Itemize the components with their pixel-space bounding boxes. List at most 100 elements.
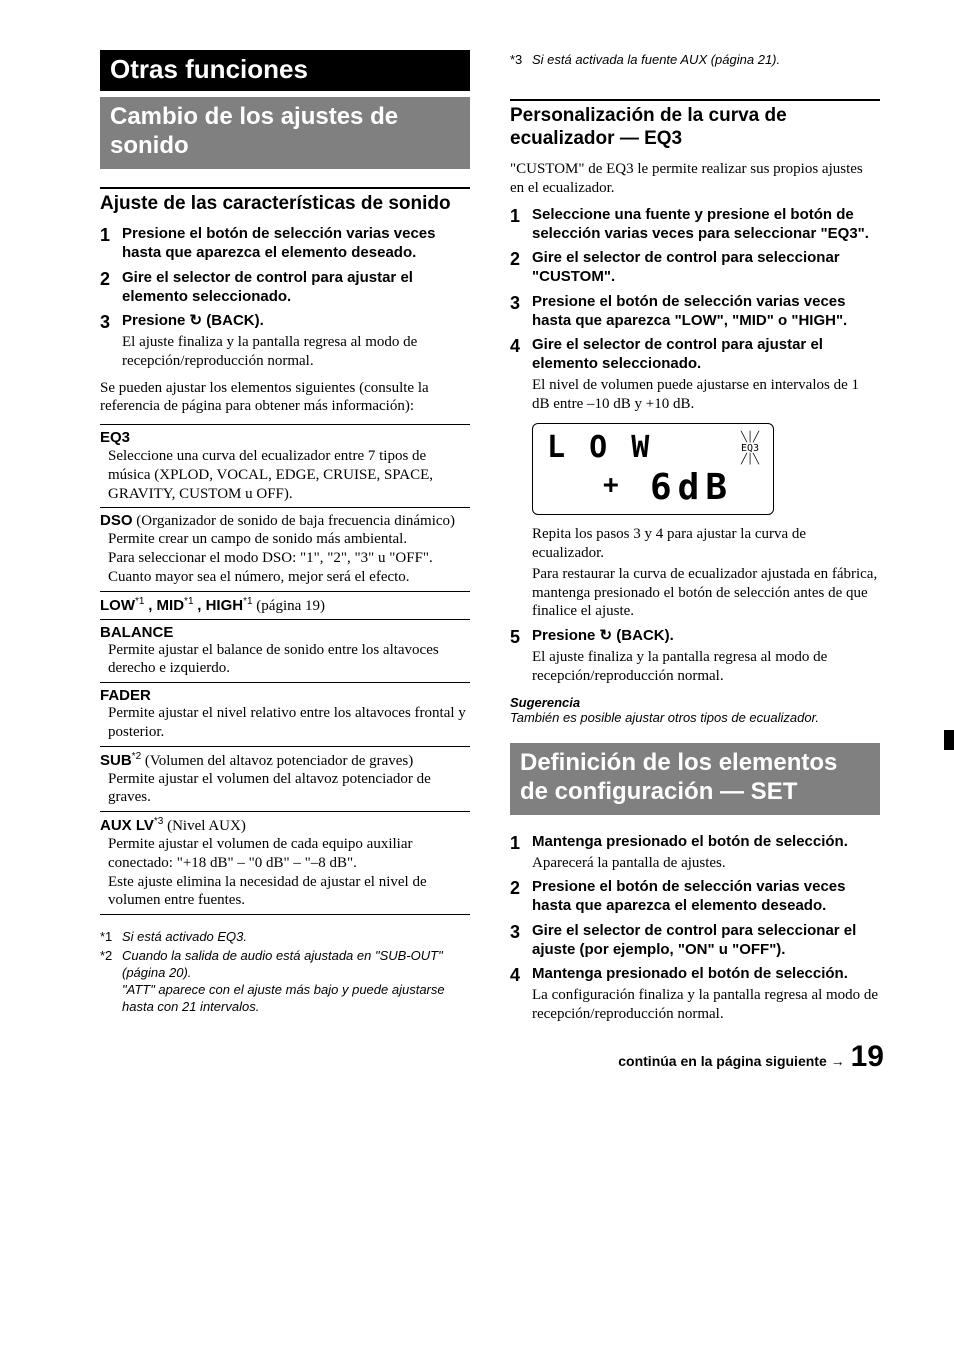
step-title: Mantenga presionado el botón de selecció…: [532, 833, 880, 852]
paragraph: Se pueden ajustar los elementos siguient…: [100, 379, 470, 417]
footnote-ref: *3: [154, 816, 163, 827]
step-title: Presione el botón de selección varias ve…: [532, 878, 880, 916]
step-number: 4: [510, 336, 532, 413]
step-title: Mantenga presionado el botón de selecció…: [532, 965, 880, 984]
step-row: 4 Gire el selector de control para ajust…: [510, 336, 880, 413]
step-row: 1 Mantenga presionado el botón de selecc…: [510, 833, 880, 873]
setting-item: BALANCE Permite ajustar el balance de so…: [100, 624, 470, 679]
item-suffix: (página 19): [256, 598, 325, 614]
setting-item: DSO (Organizador de sonido de baja frecu…: [100, 512, 470, 586]
item-suffix: (Nivel AUX): [163, 818, 246, 834]
divider: [100, 682, 470, 683]
tip-body: También es posible ajustar otros tipos d…: [510, 710, 880, 727]
step-title: Gire el selector de control para selecci…: [532, 922, 880, 960]
step-number: 1: [100, 225, 122, 263]
step-text: Presione: [532, 627, 600, 644]
step-title: Seleccione una fuente y presione el botó…: [532, 206, 880, 244]
footnote-mark: *1: [100, 929, 122, 946]
footnote-body: Cuando la salida de audio está ajustada …: [122, 948, 470, 1016]
step-row: 2 Gire el selector de control para selec…: [510, 249, 880, 287]
item-body: Permite ajustar el nivel relativo entre …: [108, 704, 470, 742]
item-head: FADER: [100, 687, 470, 704]
item-suffix: (Organizador de sonido de baja frecuenci…: [133, 513, 456, 529]
step-row: 4 Mantenga presionado el botón de selecc…: [510, 965, 880, 1023]
item-head: LOW: [100, 597, 135, 614]
item-body: Permite ajustar el volumen del altavoz p…: [108, 770, 470, 808]
divider: [100, 507, 470, 508]
step-number: 3: [510, 922, 532, 960]
step-number: 4: [510, 965, 532, 1023]
step-row: 5 Presione ↻ (BACK). El ajuste finaliza …: [510, 627, 880, 685]
step-number: 1: [510, 833, 532, 873]
footnote-ref: *1: [184, 596, 193, 607]
divider: [100, 746, 470, 747]
step-row: 2 Gire el selector de control para ajust…: [100, 269, 470, 307]
step-row: 1 Seleccione una fuente y presione el bo…: [510, 206, 880, 244]
step-row: 3 Presione el botón de selección varias …: [510, 293, 880, 331]
step-title: Gire el selector de control para ajustar…: [122, 269, 470, 307]
subsection-heading: Ajuste de las características de sonido: [100, 193, 470, 216]
step-back-label: (BACK).: [616, 627, 674, 644]
item-head: , MID: [148, 597, 184, 614]
step-title: Gire el selector de control para selecci…: [532, 249, 880, 287]
setting-item: FADER Permite ajustar el nivel relativo …: [100, 687, 470, 742]
footnote-text: Cuando la salida de audio está ajustada …: [122, 948, 443, 980]
step-back-label: (BACK).: [206, 312, 264, 329]
page-number: 19: [851, 1040, 884, 1074]
step-number: 2: [510, 249, 532, 287]
lcd-eq-indicator: ╲│╱EQ3╱│╲: [741, 432, 759, 465]
item-head: SUB: [100, 752, 132, 769]
tip-heading: Sugerencia: [510, 695, 880, 710]
section-black-bar: Otras funciones: [100, 50, 470, 91]
item-body: Este ajuste elimina la necesidad de ajus…: [108, 873, 470, 911]
step-desc: Aparecerá la pantalla de ajustes.: [532, 854, 880, 873]
item-head: AUX LV: [100, 817, 154, 834]
lcd-value: 6dB: [650, 467, 733, 508]
edge-tab: [944, 730, 954, 750]
step-number: 2: [100, 269, 122, 307]
divider: [100, 424, 470, 425]
subsection-heading: Personalización de la curva de ecualizad…: [510, 105, 880, 151]
item-body: Seleccione una curva del ecualizador ent…: [108, 447, 470, 503]
footnote-ref: *2: [132, 751, 141, 762]
footnote-mark: *2: [100, 948, 122, 1016]
step-row: 3 Presione ↻ (BACK). El ajuste finaliza …: [100, 312, 470, 370]
item-head: , HIGH: [197, 597, 243, 614]
step-row: 2 Presione el botón de selección varias …: [510, 878, 880, 916]
item-body: Permite ajustar el balance de sonido ent…: [108, 641, 470, 679]
item-head: DSO: [100, 512, 133, 529]
footnote: *1 Si está activado EQ3.: [100, 929, 470, 946]
divider: [100, 811, 470, 812]
step-desc: Repita los pasos 3 y 4 para ajustar la c…: [532, 525, 880, 563]
setting-item: LOW*1 , MID*1 , HIGH*1 (página 19): [100, 596, 470, 615]
step-desc: La configuración finaliza y la pantalla …: [532, 986, 880, 1024]
section-gray-bar: Definición de los elementos de configura…: [510, 743, 880, 815]
step-number: 1: [510, 206, 532, 244]
item-body: Para seleccionar el modo DSO: "1", "2", …: [108, 549, 470, 587]
step-number: 2: [510, 878, 532, 916]
step-desc: El nivel de volumen puede ajustarse en i…: [532, 376, 880, 414]
setting-item: SUB*2 (Volumen del altavoz potenciador d…: [100, 751, 470, 808]
step-number: 3: [100, 312, 122, 370]
section-gray-bar: Cambio de los ajustes de sonido: [100, 97, 470, 169]
lcd-eq-text: EQ3: [741, 443, 759, 454]
continue-text: continúa en la página siguiente →: [618, 1053, 844, 1069]
lcd-display: L O W ╲│╱EQ3╱│╲ + 6dB: [532, 423, 774, 515]
footnote-body: Si está activado EQ3.: [122, 929, 470, 946]
step-title: Presione el botón de selección varias ve…: [532, 293, 880, 331]
step-desc: El ajuste finaliza y la pantalla regresa…: [532, 648, 880, 686]
footnote-ref: *1: [135, 596, 144, 607]
divider: [100, 187, 470, 189]
item-head: BALANCE: [100, 624, 470, 641]
divider: [100, 619, 470, 620]
divider: [100, 591, 470, 592]
step-number: 3: [510, 293, 532, 331]
item-head: EQ3: [100, 429, 130, 446]
back-icon: ↻: [190, 312, 203, 331]
setting-item: EQ3 Seleccione una curva del ecualizador…: [100, 429, 470, 503]
footnote: *2 Cuando la salida de audio está ajusta…: [100, 948, 470, 1016]
divider: [100, 914, 470, 915]
step-text: Presione: [122, 312, 190, 329]
step-desc: Para restaurar la curva de ecualizador a…: [532, 565, 880, 621]
item-body: Permite crear un campo de sonido más amb…: [108, 530, 470, 549]
